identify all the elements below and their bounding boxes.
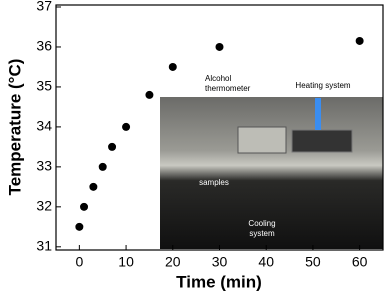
x-axis-label: Time (min) — [176, 272, 262, 291]
annotation-line: system — [249, 229, 275, 238]
y-tick-label: 32 — [36, 198, 52, 214]
data-point — [75, 222, 84, 231]
data-point — [108, 142, 117, 151]
y-tick-label: 33 — [36, 158, 52, 174]
data-point — [89, 182, 98, 191]
annotation: Alcohol thermometer — [205, 74, 251, 93]
y-tick-label: 35 — [36, 78, 52, 94]
data-point — [145, 90, 154, 99]
photo-box — [237, 126, 287, 154]
annotation-line: Alcohol — [205, 74, 231, 83]
x-tick-label: 0 — [75, 254, 83, 270]
x-tick-label: 60 — [352, 254, 368, 270]
y-tick-label: 37 — [36, 0, 52, 14]
annotation: Heating system — [295, 81, 350, 90]
data-point — [215, 42, 224, 51]
annotation: samples — [199, 178, 229, 187]
data-point — [98, 162, 107, 171]
x-tick-label: 10 — [118, 254, 134, 270]
annotation: Cooling system — [248, 219, 275, 238]
y-tick-label: 31 — [36, 238, 52, 254]
inset-photo — [160, 97, 383, 249]
data-point — [355, 36, 364, 45]
annotation-line: Cooling — [248, 219, 275, 228]
annotation-line: thermometer — [205, 84, 251, 93]
y-tick-label: 34 — [36, 118, 52, 134]
photo-heating-highlight — [315, 98, 321, 130]
x-tick-label: 40 — [258, 254, 274, 270]
x-tick-label: 30 — [212, 254, 228, 270]
data-point — [168, 62, 177, 71]
photo-heater — [291, 129, 353, 153]
photo-background — [160, 97, 383, 249]
data-point — [122, 122, 131, 131]
x-tick-label: 20 — [165, 254, 181, 270]
x-tick-label: 50 — [305, 254, 321, 270]
y-axis-label: Temperature (°C) — [5, 59, 24, 196]
y-tick-label: 36 — [36, 38, 52, 54]
data-point — [80, 202, 89, 211]
